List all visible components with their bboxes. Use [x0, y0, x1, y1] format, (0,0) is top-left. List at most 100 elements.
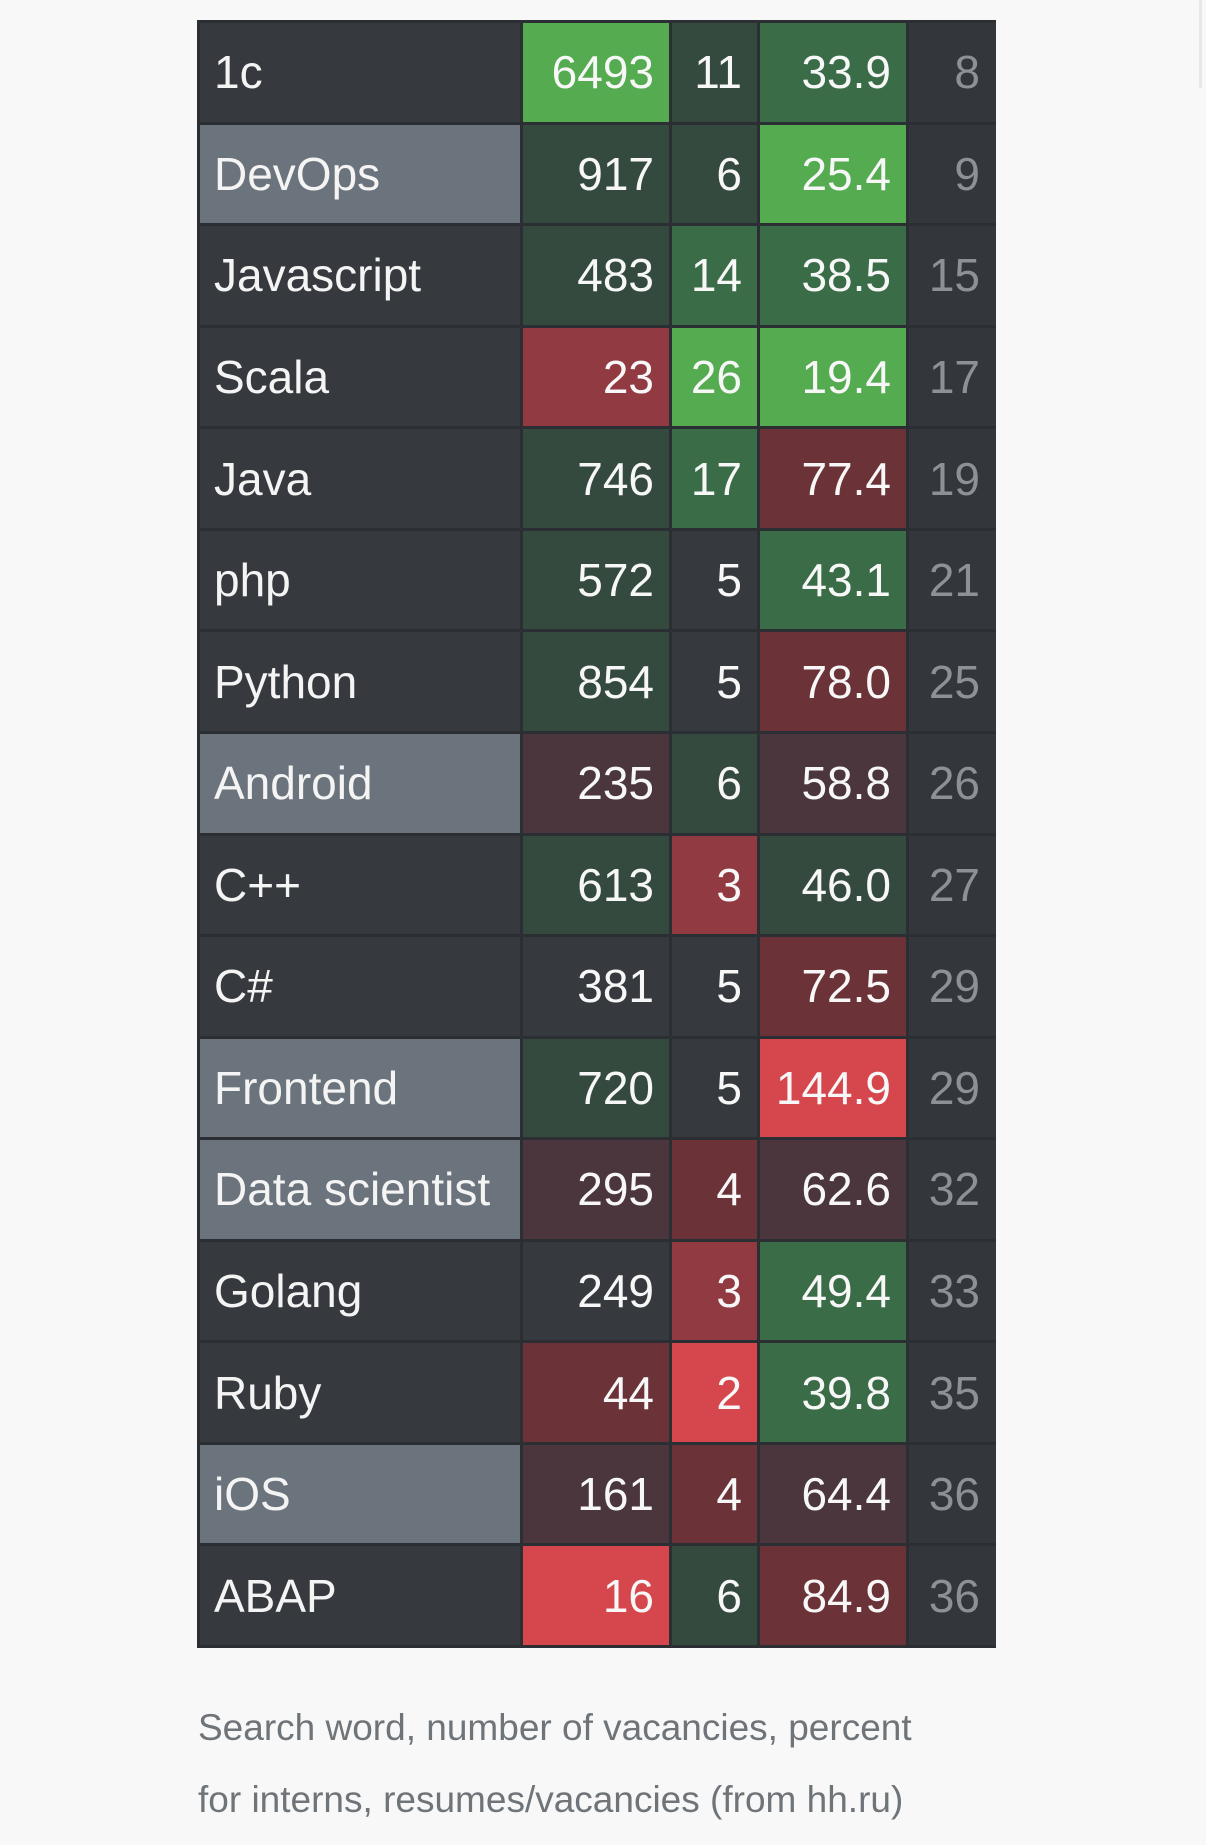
row-interns: 26 — [672, 327, 757, 427]
row-name: Data scientist — [200, 1140, 520, 1239]
row-vacancies: 23 — [523, 327, 669, 427]
table-row: 1c 6493 11 33.9 8 — [200, 23, 996, 122]
row-name: Golang — [200, 1241, 520, 1341]
row-rank: 29 — [909, 937, 996, 1036]
row-interns: 6 — [672, 1546, 757, 1645]
row-interns: 6 — [672, 124, 757, 224]
row-interns: 14 — [672, 226, 757, 325]
row-rank: 36 — [909, 1546, 996, 1645]
row-ratio: 25.4 — [760, 124, 906, 224]
row-name: Scala — [200, 327, 520, 427]
row-vacancies: 381 — [523, 937, 669, 1036]
row-interns: 4 — [672, 1444, 757, 1544]
row-interns: 2 — [672, 1343, 757, 1442]
row-vacancies: 295 — [523, 1140, 669, 1239]
row-vacancies: 720 — [523, 1038, 669, 1138]
row-ratio: 78.0 — [760, 632, 906, 731]
table-row: Frontend 720 5 144.9 29 — [200, 1038, 996, 1138]
row-rank: 35 — [909, 1343, 996, 1442]
table-row: Golang 249 3 49.4 33 — [200, 1241, 996, 1341]
row-interns: 5 — [672, 937, 757, 1036]
row-ratio: 72.5 — [760, 937, 906, 1036]
row-interns: 17 — [672, 429, 757, 528]
row-interns: 5 — [672, 1038, 757, 1138]
table-row: Python 854 5 78.0 25 — [200, 632, 996, 731]
table-row: Javascript 483 14 38.5 15 — [200, 226, 996, 325]
row-vacancies: 235 — [523, 733, 669, 833]
row-interns: 4 — [672, 1140, 757, 1239]
row-name: php — [200, 530, 520, 630]
row-vacancies: 854 — [523, 632, 669, 731]
table-row: Data scientist 295 4 62.6 32 — [200, 1140, 996, 1239]
row-vacancies: 613 — [523, 835, 669, 935]
row-ratio: 38.5 — [760, 226, 906, 325]
table-caption: Search word, number of vacancies, percen… — [198, 1692, 1018, 1836]
caption-line: Search word, number of vacancies, percen… — [198, 1707, 912, 1748]
row-rank: 15 — [909, 226, 996, 325]
table-row: Java 746 17 77.4 19 — [200, 429, 996, 528]
row-interns: 3 — [672, 1241, 757, 1341]
row-ratio: 64.4 — [760, 1444, 906, 1544]
row-vacancies: 16 — [523, 1546, 669, 1645]
row-rank: 33 — [909, 1241, 996, 1341]
row-interns: 6 — [672, 733, 757, 833]
row-vacancies: 6493 — [523, 23, 669, 122]
caption-line: for interns, resumes/vacancies (from hh.… — [198, 1779, 904, 1820]
table-row: Android 235 6 58.8 26 — [200, 733, 996, 833]
row-ratio: 46.0 — [760, 835, 906, 935]
table-row: iOS 161 4 64.4 36 — [200, 1444, 996, 1544]
table-row: php 572 5 43.1 21 — [200, 530, 996, 630]
row-name: Android — [200, 733, 520, 833]
row-interns: 3 — [672, 835, 757, 935]
row-name: Javascript — [200, 226, 520, 325]
row-vacancies: 249 — [523, 1241, 669, 1341]
row-ratio: 49.4 — [760, 1241, 906, 1341]
row-name: Python — [200, 632, 520, 731]
row-vacancies: 572 — [523, 530, 669, 630]
table-row: Ruby 44 2 39.8 35 — [200, 1343, 996, 1442]
row-rank: 26 — [909, 733, 996, 833]
row-rank: 36 — [909, 1444, 996, 1544]
row-rank: 29 — [909, 1038, 996, 1138]
row-ratio: 43.1 — [760, 530, 906, 630]
row-ratio: 33.9 — [760, 23, 906, 122]
row-interns: 11 — [672, 23, 757, 122]
table-row: C++ 613 3 46.0 27 — [200, 835, 996, 935]
row-vacancies: 483 — [523, 226, 669, 325]
row-name: ABAP — [200, 1546, 520, 1645]
row-name: Java — [200, 429, 520, 528]
row-name: C++ — [200, 835, 520, 935]
row-rank: 25 — [909, 632, 996, 731]
row-ratio: 58.8 — [760, 733, 906, 833]
row-interns: 5 — [672, 530, 757, 630]
row-rank: 27 — [909, 835, 996, 935]
row-vacancies: 44 — [523, 1343, 669, 1442]
row-rank: 21 — [909, 530, 996, 630]
row-name: Ruby — [200, 1343, 520, 1442]
row-rank: 17 — [909, 327, 996, 427]
row-vacancies: 161 — [523, 1444, 669, 1544]
row-name: C# — [200, 937, 520, 1036]
row-ratio: 62.6 — [760, 1140, 906, 1239]
table-row: C# 381 5 72.5 29 — [200, 937, 996, 1036]
row-vacancies: 917 — [523, 124, 669, 224]
table-row: DevOps 917 6 25.4 9 — [200, 124, 996, 224]
scrollbar[interactable] — [1199, 0, 1202, 88]
row-ratio: 77.4 — [760, 429, 906, 528]
row-ratio: 84.9 — [760, 1546, 906, 1645]
row-name: iOS — [200, 1444, 520, 1544]
row-rank: 9 — [909, 124, 996, 224]
row-vacancies: 746 — [523, 429, 669, 528]
row-ratio: 19.4 — [760, 327, 906, 427]
row-name: 1c — [200, 23, 520, 122]
row-name: DevOps — [200, 124, 520, 224]
data-table: 1c 6493 11 33.9 8 DevOps 917 6 25.4 9 Ja… — [197, 20, 996, 1648]
row-ratio: 39.8 — [760, 1343, 906, 1442]
row-rank: 8 — [909, 23, 996, 122]
row-ratio: 144.9 — [760, 1038, 906, 1138]
row-rank: 32 — [909, 1140, 996, 1239]
table-row: Scala 23 26 19.4 17 — [200, 327, 996, 427]
row-rank: 19 — [909, 429, 996, 528]
row-interns: 5 — [672, 632, 757, 731]
row-name: Frontend — [200, 1038, 520, 1138]
